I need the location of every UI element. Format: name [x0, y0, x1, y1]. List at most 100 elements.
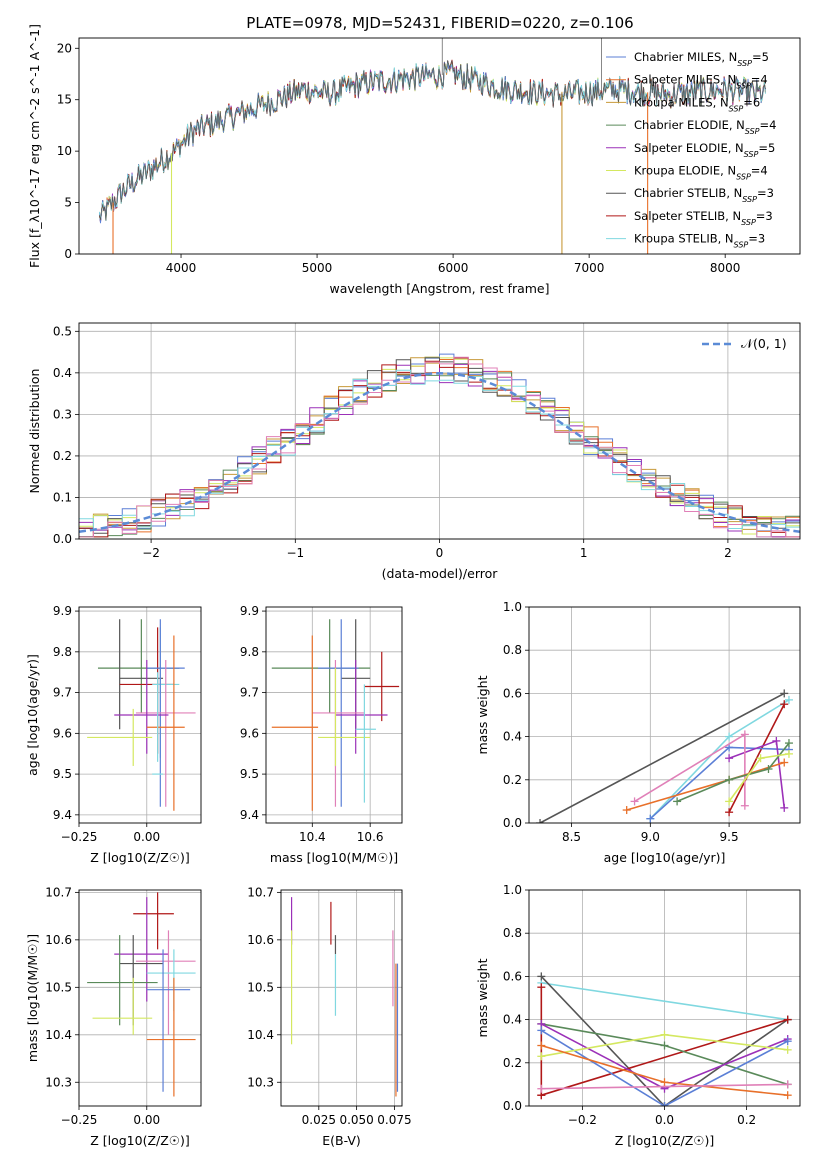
- age_vs_z-ytick-label: 9.6: [53, 726, 72, 740]
- mass_vs_ebv-plot-area: [290, 897, 399, 1097]
- mass_weight_vs_z-xtick-label: 0.0: [655, 1113, 674, 1127]
- spectrum-ytick-label: 5: [64, 196, 72, 210]
- age_vs_mass-xlabel: mass [log10(M/M☉)]: [270, 850, 398, 865]
- mass_vs_z-ylabel: mass [log10(M/M☉)]: [25, 934, 40, 1062]
- spectrum-ytick-label: 10: [57, 144, 72, 158]
- weight-line: [540, 975, 789, 1106]
- spectrum-ylabel: Flux [f_λ10^-17 erg cm^-2 s^-1 A^-1]: [27, 24, 42, 268]
- mass_vs_ebv-ytick-label: 10.3: [247, 1075, 274, 1089]
- age_vs_z-axes: −0.25 0.00 9.4 9.5 9.6 9.7 9.8 9.9 Z [log10(Z/Z☉…: [25, 604, 202, 865]
- spectrum-panel: 4000 5000 6000 7000 8000 0 5 10 15 20 wavelength […: [27, 24, 801, 296]
- mass_vs_z-grid: [78, 890, 201, 1106]
- legend-label: Kroupa STELIB, NSSP=3: [634, 232, 765, 250]
- mass_weight_vs_z-xtick-label: −0.2: [568, 1113, 597, 1127]
- legend-label: Chabrier ELODIE, NSSP=4: [634, 118, 776, 136]
- mass_weight_vs_z-panel: −0.2 0.0 0.2 0.0 0.2 0.4 0.6 0.8 1.0 Z [log10(Z/Z…: [475, 883, 801, 1148]
- spectrum-xtick-label: 7000: [574, 261, 605, 275]
- age_vs_z-ytick-label: 9.5: [53, 767, 72, 781]
- spectrum-line: [99, 60, 766, 221]
- age_vs_mass-ytick-label: 9.8: [240, 645, 259, 659]
- age_vs_z-ytick-label: 9.9: [53, 604, 72, 618]
- mass_weight_vs_z-axes: −0.2 0.0 0.2 0.0 0.2 0.4 0.6 0.8 1.0 Z [log10(Z/Z…: [475, 883, 801, 1148]
- mass_vs_z-xlabel: Z [log10(Z/Z☉)]: [90, 1133, 190, 1148]
- mass_vs_z-frame: [78, 889, 202, 1107]
- mass_vs_z-xtick-label: 0.00: [133, 1113, 160, 1127]
- legend-label: 𝒩(0, 1): [741, 336, 787, 351]
- mass_weight_vs_age-ylabel: mass weight: [475, 675, 490, 754]
- residuals-xtick-label: 0: [436, 546, 444, 560]
- mass_weight_vs_age-ytick-label: 0.6: [503, 686, 522, 700]
- mass_weight_vs_age-plot-area: [536, 689, 793, 823]
- residuals-xtick-label: 2: [724, 546, 732, 560]
- age_vs_mass-panel: 10.4 10.6 9.4 9.5 9.6 9.7 9.8 9.9 mass [log10(M/…: [240, 604, 403, 865]
- residuals-ytick-label: 0.0: [53, 532, 72, 546]
- mass_vs_ebv-grid: [281, 890, 402, 1106]
- age_vs_z-panel: −0.25 0.00 9.4 9.5 9.6 9.7 9.8 9.9 Z [log10(Z/Z☉…: [25, 604, 202, 865]
- spectrum-legend: Chabrier MILES, NSSP=5 Salpeter MILES, NS…: [606, 50, 776, 249]
- age_vs_z-ytick-label: 9.8: [53, 645, 72, 659]
- mass_weight_vs_z-ytick-label: 0.8: [503, 926, 522, 940]
- age_vs_mass-ytick-label: 9.5: [240, 767, 259, 781]
- figure-title: PLATE=0978, MJD=52431, FIBERID=0220, z=0…: [246, 14, 633, 32]
- spectrum-frame: [78, 37, 801, 255]
- residuals-plot-area: [79, 353, 800, 538]
- residuals-xtick-label: −1: [286, 546, 304, 560]
- residuals-legend: 𝒩(0, 1): [702, 336, 787, 351]
- residuals-panel: −2 −1 0 1 2 0.0 0.1 0.2 0.3 0.4 0.5 (data-model)/er…: [27, 322, 801, 581]
- weight-line: [540, 1029, 789, 1106]
- age_vs_mass-axes: 10.4 10.6 9.4 9.5 9.6 9.7 9.8 9.9 mass [log10(M/…: [240, 604, 403, 865]
- mass_vs_z-panel: −0.25 0.00 10.3 10.4 10.5 10.6 10.7 Z [log10(Z/…: [25, 885, 202, 1148]
- mass_weight_vs_z-ytick-label: 0.6: [503, 969, 522, 983]
- residuals-axes: −2 −1 0 1 2 0.0 0.1 0.2 0.3 0.4 0.5 (data-model)/er…: [27, 322, 801, 581]
- mass_vs_z-ytick-label: 10.5: [45, 980, 72, 994]
- residuals-ylabel: Normed distribution: [27, 369, 42, 494]
- spectrum-ytick-label: 20: [57, 41, 72, 55]
- mass_weight_vs_z-xtick-label: 0.2: [737, 1113, 756, 1127]
- mass_vs_z-ytick-label: 10.4: [45, 1028, 72, 1042]
- residuals-xlabel: (data-model)/error: [382, 566, 499, 581]
- mass_weight_vs_z-ytick-label: 0.4: [503, 1013, 522, 1027]
- mass_vs_z-ytick-label: 10.3: [45, 1075, 72, 1089]
- spectrum-xtick-label: 5000: [302, 261, 333, 275]
- age_vs_mass-ytick-label: 9.9: [240, 604, 259, 618]
- mass_weight_vs_age-grid: [529, 606, 800, 824]
- legend-label: Salpeter MILES, NSSP=4: [634, 73, 768, 91]
- age_vs_mass-plot-area: [271, 619, 400, 811]
- mass_vs_ebv-panel: 0.025 0.050 0.075 10.3 10.4 10.5 10.6 10.7 E(B-V…: [247, 885, 411, 1148]
- mass_weight_vs_z-ytick-label: 1.0: [503, 883, 522, 897]
- mass_weight_vs_age-xlabel: age [log10(age/yr)]: [604, 850, 726, 865]
- mass_weight_vs_age-axes: 8.5 9.0 9.5 0.0 0.2 0.4 0.6 0.8 1.0 age [log10(ag…: [475, 600, 801, 865]
- age_vs_z-frame: [78, 606, 202, 824]
- mass_weight_vs_z-xlabel: Z [log10(Z/Z☉)]: [615, 1133, 715, 1148]
- age_vs_z-xtick-label: −0.25: [61, 830, 98, 844]
- mass_vs_ebv-ytick-label: 10.5: [247, 980, 274, 994]
- weight-line: [634, 733, 746, 806]
- spectrum-ytick-label: 15: [57, 93, 72, 107]
- gaussian-curve: [79, 372, 800, 533]
- mass_weight_vs_z-frame: [528, 889, 801, 1107]
- mass_vs_ebv-xlabel: E(B-V): [322, 1133, 361, 1148]
- spectrum-axes: 4000 5000 6000 7000 8000 0 5 10 15 20 wavelength […: [27, 24, 801, 296]
- mass_vs_ebv-ytick-label: 10.4: [247, 1028, 274, 1042]
- legend-label: Chabrier MILES, NSSP=5: [634, 50, 769, 68]
- histogram-step: [79, 369, 800, 538]
- spectrum-xtick-label: 8000: [710, 261, 741, 275]
- mass_vs_ebv-xtick-label: 0.025: [302, 1113, 336, 1127]
- weight-line: [541, 1083, 788, 1090]
- mass_weight_vs_z-grid: [529, 889, 800, 1107]
- age_vs_z-xlabel: Z [log10(Z/Z☉)]: [90, 850, 190, 865]
- age_vs_z-ytick-label: 9.4: [53, 808, 72, 822]
- mass_weight_vs_age-xtick-label: 9.5: [720, 830, 739, 844]
- histogram-step: [79, 356, 800, 538]
- legend-label: Salpeter STELIB, NSSP=3: [634, 209, 773, 227]
- spectrum-xtick-label: 6000: [438, 261, 469, 275]
- mass_vs_ebv-axes: 0.025 0.050 0.075 10.3 10.4 10.5 10.6 10.7 E(B-V…: [247, 885, 411, 1148]
- age_vs_mass-frame: [265, 606, 403, 824]
- age_vs_mass-ytick-label: 9.4: [240, 808, 259, 822]
- weight-line: [541, 1018, 788, 1096]
- age_vs_z-plot-area: [87, 619, 196, 811]
- age_vs_mass-xtick-label: 10.6: [357, 830, 384, 844]
- spectrum-xlabel: wavelength [Angstrom, rest frame]: [329, 281, 549, 296]
